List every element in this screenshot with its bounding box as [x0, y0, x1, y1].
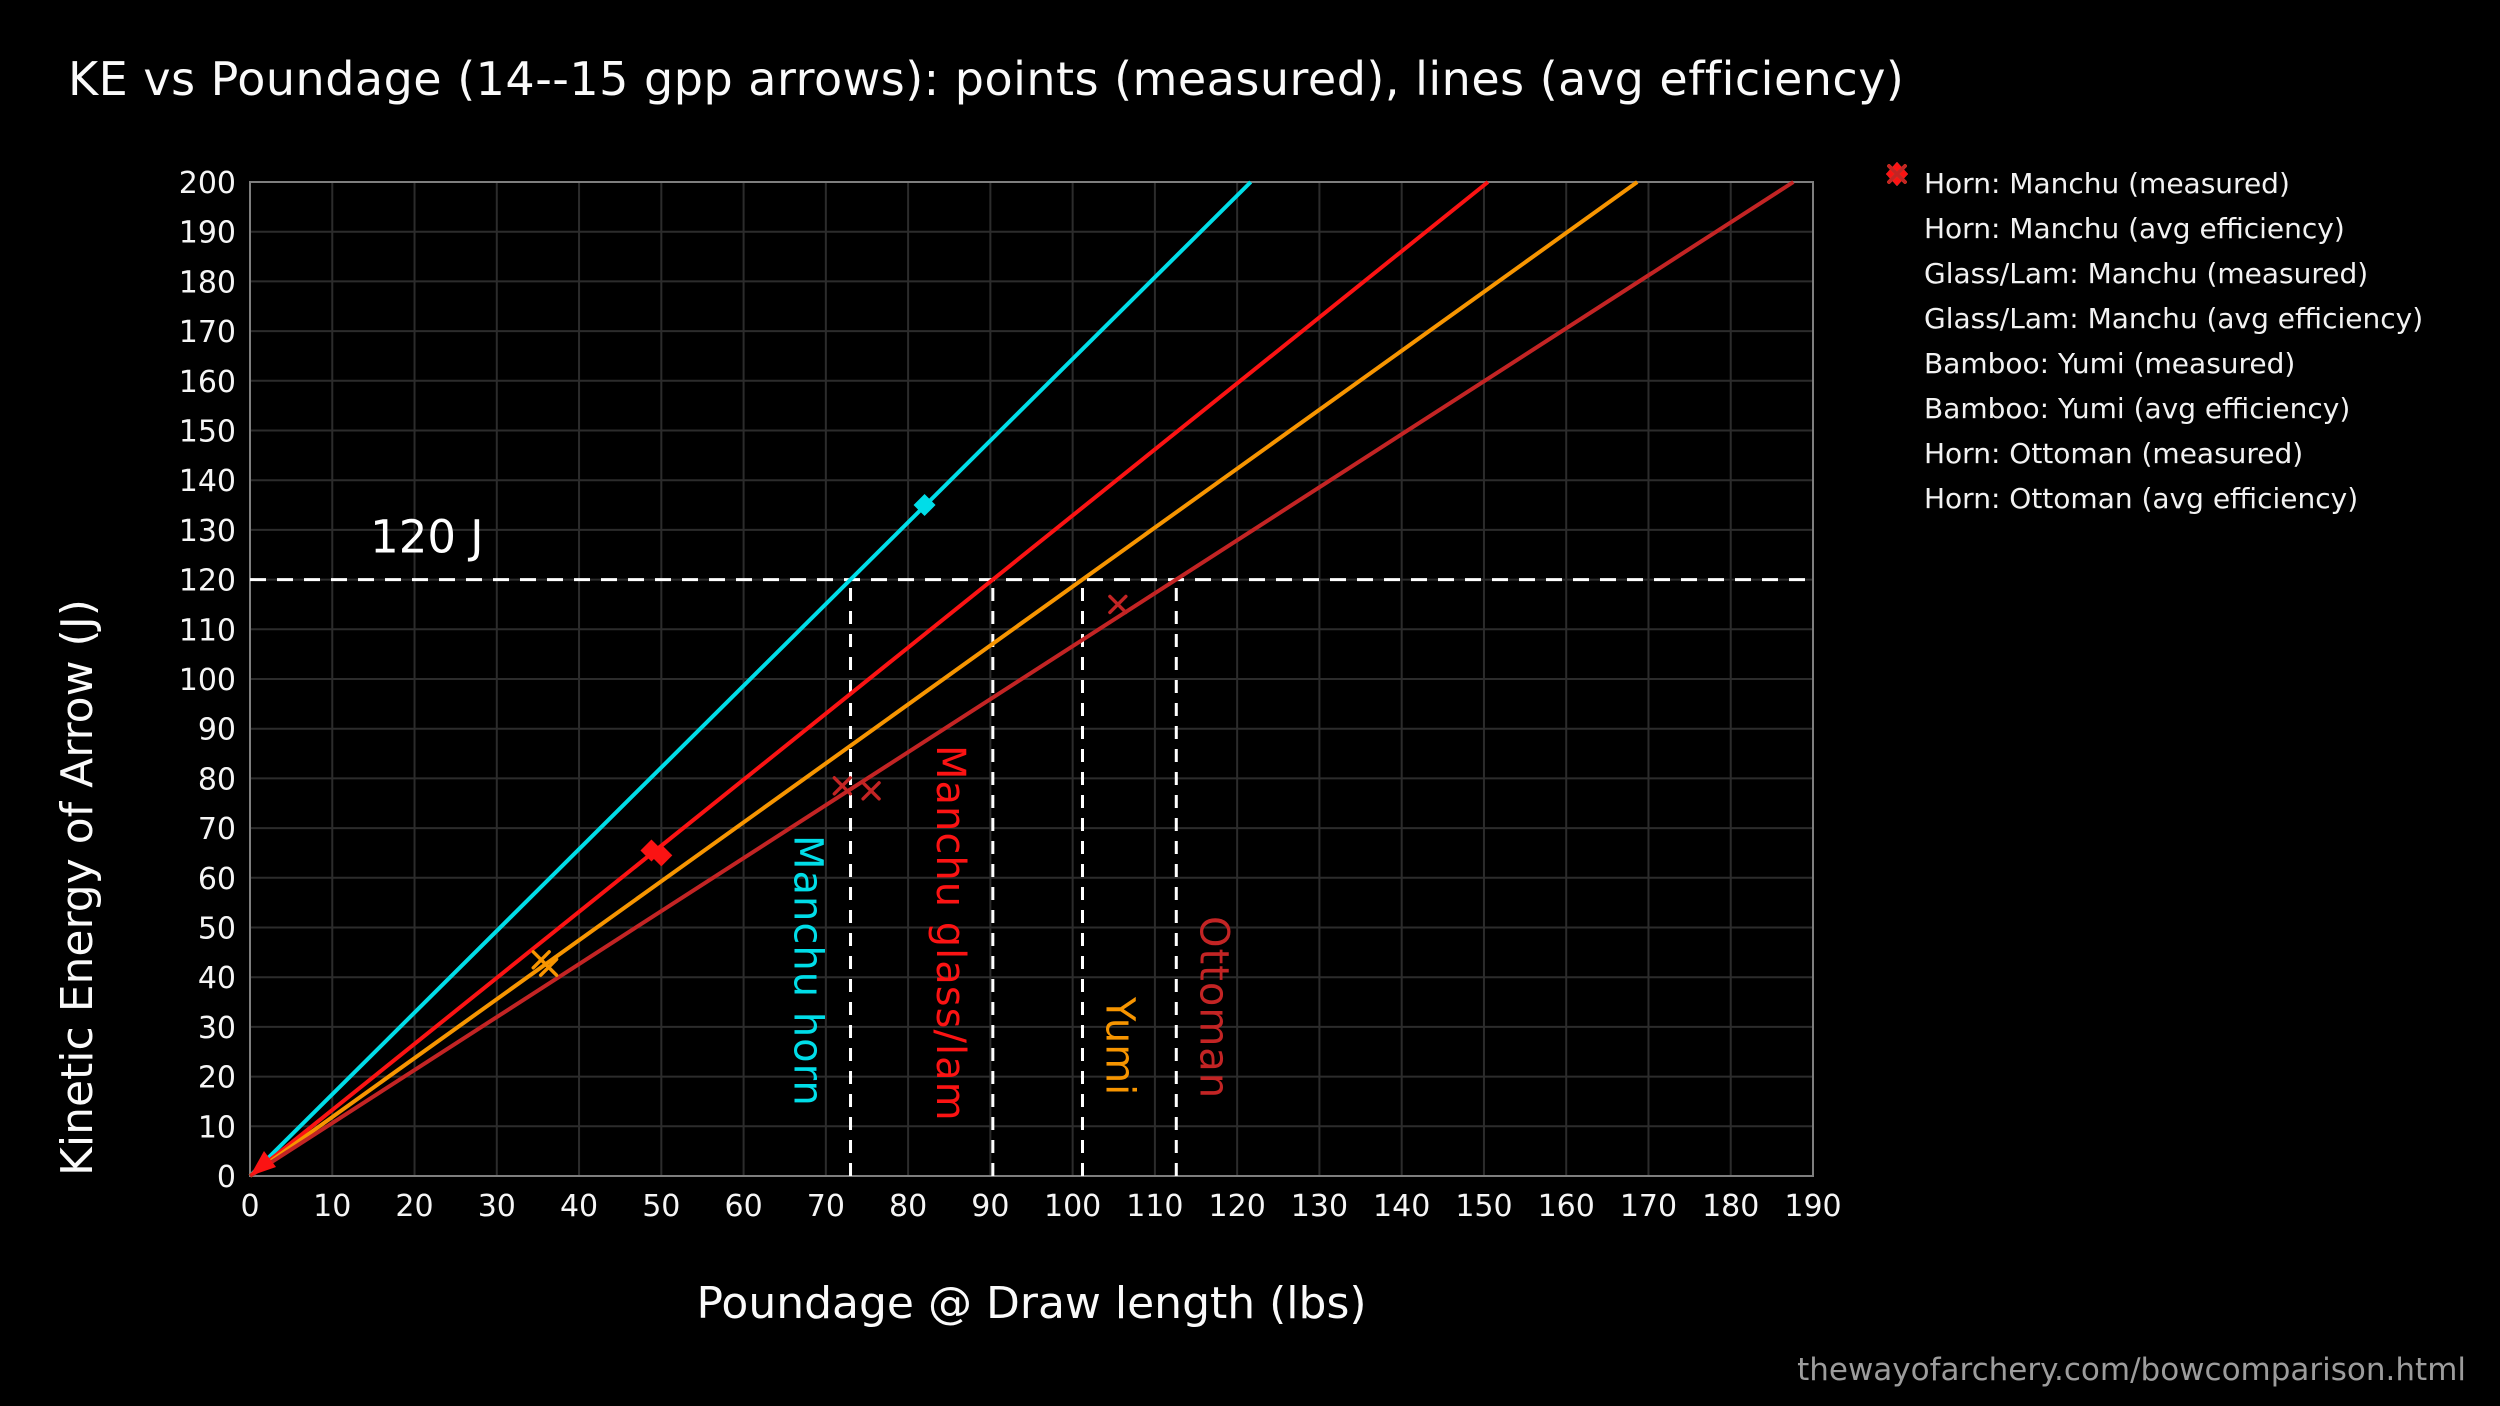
x-tick-label: 30 — [478, 1189, 516, 1224]
data-point-x — [861, 781, 881, 801]
vline-label: Manchu glass/lam — [926, 744, 973, 1122]
x-tick-label: 10 — [313, 1189, 351, 1224]
data-point-diamond — [913, 494, 936, 517]
data-point-x — [538, 957, 559, 977]
y-tick-label: 180 — [179, 265, 236, 300]
vline-label: Ottoman — [1190, 915, 1237, 1099]
data-point-diamond — [650, 844, 673, 867]
y-tick-label: 130 — [179, 514, 236, 549]
x-tick-label: 0 — [240, 1189, 259, 1224]
y-tick-label: 200 — [179, 166, 236, 201]
x-tick-label: 160 — [1538, 1189, 1595, 1224]
y-tick-label: 190 — [179, 216, 236, 251]
y-tick-label: 100 — [179, 663, 236, 698]
chart-title: KE vs Poundage (14--15 gpp arrows): poin… — [68, 52, 1905, 106]
x-tick-label: 60 — [724, 1189, 762, 1224]
footer-url: thewayofarchery.com/bowcomparison.html — [1797, 1352, 2466, 1388]
x-tick-label: 140 — [1373, 1189, 1430, 1224]
x-tick-label: 100 — [1044, 1189, 1101, 1224]
series-line — [248, 180, 1490, 1178]
x-tick-label: 50 — [642, 1189, 680, 1224]
series-line — [248, 180, 1795, 1178]
y-tick-label: 170 — [179, 315, 236, 350]
origin-arrow — [250, 1151, 276, 1176]
y-tick-label: 0 — [217, 1160, 236, 1195]
legend-label: Horn: Ottoman (avg efficiency) — [1924, 482, 2359, 515]
vline-label: Manchu horn — [784, 834, 831, 1107]
x-tick-label: 190 — [1784, 1189, 1841, 1224]
y-tick-label: 120 — [179, 564, 236, 599]
y-axis-label: Kinetic Energy of Arrow (J) — [52, 599, 103, 1176]
legend-label: Bamboo: Yumi (measured) — [1924, 347, 2296, 380]
legend: Horn: Manchu (measured) Horn: Manchu (avg… — [1884, 161, 2423, 521]
data-point-x — [832, 776, 852, 796]
y-tick-label: 150 — [179, 415, 236, 450]
x-tick-label: 20 — [395, 1189, 433, 1224]
plot-border — [249, 181, 1814, 1177]
x-tick-label: 110 — [1126, 1189, 1183, 1224]
x-tick-label: 150 — [1455, 1189, 1512, 1224]
x-axis-label: Poundage @ Draw length (lbs) — [696, 1278, 1367, 1329]
y-tick-label: 70 — [198, 812, 236, 847]
y-tick-label: 60 — [198, 862, 236, 897]
legend-label: Horn: Manchu (measured) — [1924, 167, 2290, 200]
x-tick-label: 70 — [807, 1189, 845, 1224]
legend-item: Bamboo: Yumi (avg efficiency) — [1884, 164, 2423, 431]
x-tick-label: 80 — [889, 1189, 927, 1224]
y-tick-label: 110 — [179, 613, 236, 648]
y-tick-label: 80 — [198, 762, 236, 797]
legend-item: Horn: Manchu (avg efficiency) — [1884, 162, 2423, 251]
legend-item: Glass/Lam: Manchu (measured) — [1884, 162, 2423, 296]
x-tick-label: 130 — [1291, 1189, 1348, 1224]
x-tick-label: 180 — [1702, 1189, 1759, 1224]
y-tick-label: 160 — [179, 365, 236, 400]
legend-item: Horn: Ottoman (avg efficiency) — [1884, 164, 2423, 521]
y-tick-label: 90 — [198, 713, 236, 748]
legend-label: Glass/Lam: Manchu (measured) — [1924, 257, 2369, 290]
legend-item: Horn: Manchu (measured) — [1884, 161, 2423, 206]
legend-label: Horn: Ottoman (measured) — [1924, 437, 2304, 470]
series-line — [248, 180, 1253, 1178]
series-line — [248, 180, 1639, 1178]
y-tick-label: 30 — [198, 1011, 236, 1046]
x-tick-label: 90 — [971, 1189, 1009, 1224]
y-tick-label: 50 — [198, 912, 236, 947]
x-tick-label: 170 — [1620, 1189, 1677, 1224]
y-tick-label: 20 — [198, 1061, 236, 1096]
x-tick-label: 120 — [1209, 1189, 1266, 1224]
legend-item: Glass/Lam: Manchu (avg efficiency) — [1884, 162, 2424, 341]
data-point-x — [1108, 594, 1128, 615]
y-tick-label: 140 — [179, 464, 236, 499]
legend-label: Bamboo: Yumi (avg efficiency) — [1924, 392, 2351, 425]
legend-item: Bamboo: Yumi (measured) — [1884, 164, 2423, 386]
x-tick-label: 40 — [560, 1189, 598, 1224]
legend-label: Horn: Manchu (avg efficiency) — [1924, 212, 2345, 245]
y-tick-label: 10 — [198, 1110, 236, 1145]
vline-label: Yumi — [1096, 997, 1143, 1097]
reference-label-120J: 120 J — [370, 510, 483, 563]
legend-label: Glass/Lam: Manchu (avg efficiency) — [1924, 302, 2424, 335]
y-tick-label: 40 — [198, 961, 236, 996]
legend-item: Horn: Ottoman (measured) — [1884, 164, 2423, 476]
